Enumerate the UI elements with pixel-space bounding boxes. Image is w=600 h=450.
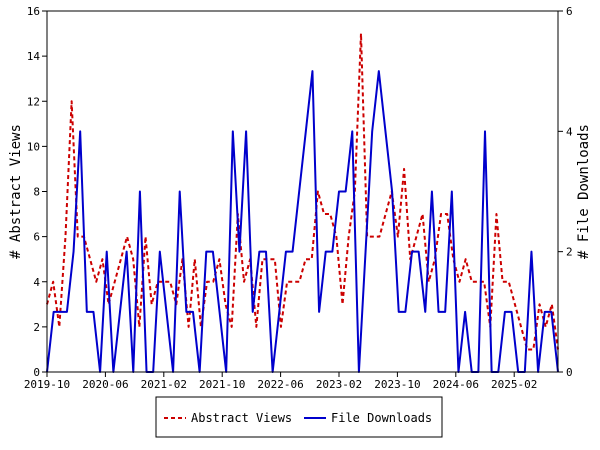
- x-tick-label: 2022-06: [257, 378, 303, 391]
- left-tick-label: 4: [33, 276, 40, 289]
- left-axis-title: # Abstract Views: [8, 124, 24, 259]
- left-tick-label: 14: [27, 50, 41, 63]
- legend: Abstract Views File Downloads: [155, 396, 443, 438]
- right-tick-label: 2: [566, 246, 573, 259]
- plot-area: [46, 10, 559, 373]
- x-tick-label: 2023-10: [374, 378, 420, 391]
- legend-label-file-downloads: File Downloads: [331, 411, 432, 425]
- series-line-file-downloads: [46, 70, 559, 373]
- left-tick-label: 2: [33, 321, 40, 334]
- right-tick-label: 4: [566, 125, 573, 138]
- right-axis-title: # File Downloads: [576, 124, 592, 259]
- left-tick-label: 0: [33, 366, 40, 379]
- legend-box: [155, 396, 443, 438]
- left-tick-label: 16: [27, 5, 40, 18]
- x-tick-label: 2025-02: [491, 378, 537, 391]
- x-tick-label: 2021-10: [199, 378, 245, 391]
- left-tick-label: 8: [33, 186, 40, 199]
- right-tick-label: 6: [566, 5, 573, 18]
- x-tick-label: 2023-02: [316, 378, 362, 391]
- left-tick-label: 6: [33, 231, 40, 244]
- x-tick-label: 2019-10: [24, 378, 70, 391]
- right-tick-label: 0: [566, 366, 573, 379]
- left-tick-label: 12: [27, 95, 40, 108]
- left-tick-label: 10: [27, 140, 40, 153]
- series-line-abstract-views: [46, 32, 559, 351]
- x-tick-label: 2020-06: [82, 378, 128, 391]
- x-tick-label: 2024-06: [433, 378, 479, 391]
- legend-label-abstract-views: Abstract Views: [191, 411, 292, 425]
- x-tick-label: 2021-02: [141, 378, 187, 391]
